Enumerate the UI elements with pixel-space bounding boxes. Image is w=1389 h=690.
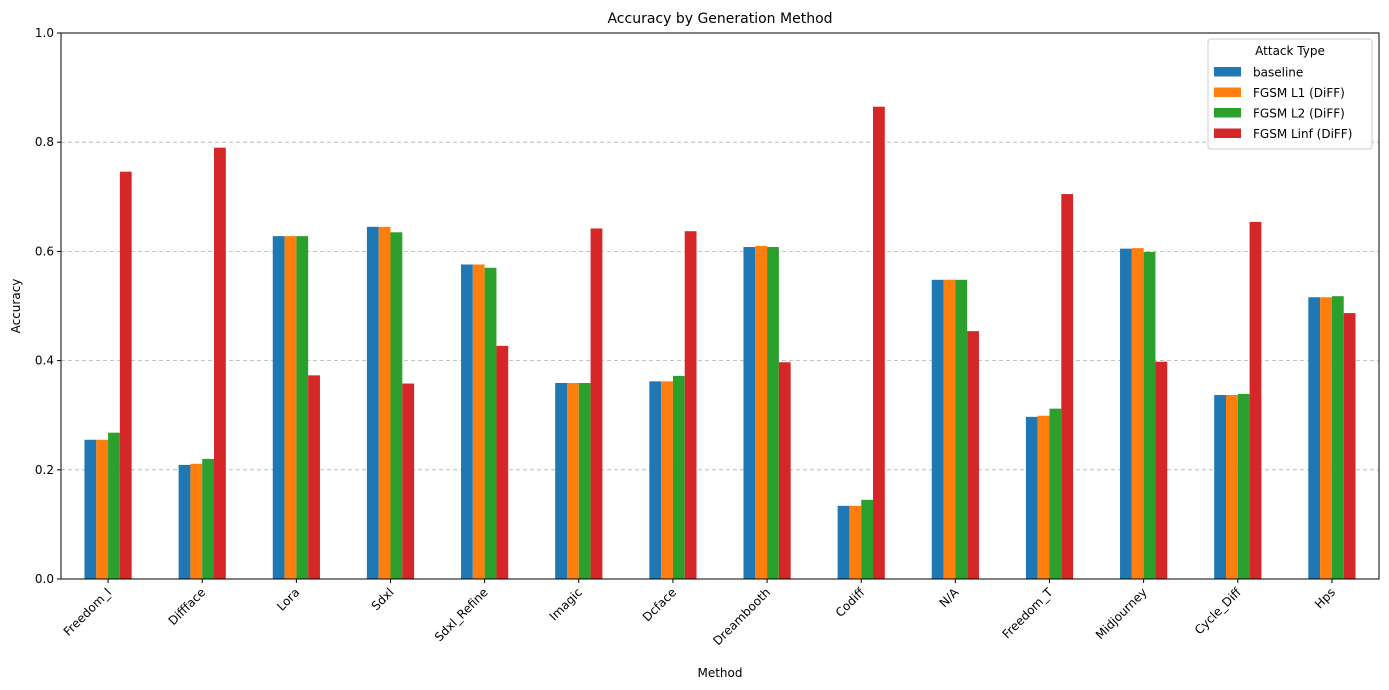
bar-Hps-FGSM L1 (DiFF) (1320, 297, 1332, 579)
bar-Dcface-FGSM Linf (DiFF) (684, 231, 697, 579)
bar-Sdxl-FGSM L2 (DiFF) (390, 232, 403, 580)
bar-Hps-baseline (1308, 297, 1321, 579)
bar-Freedom_T-FGSM L1 (DiFF) (1037, 415, 1050, 579)
bars-group (84, 106, 1356, 580)
legend-box (1207, 38, 1373, 150)
bar-Sdxl-baseline (366, 226, 379, 579)
bar-Sdxl_Refine-FGSM L1 (DiFF) (472, 264, 485, 579)
bar-Freedom_T-baseline (1025, 416, 1038, 579)
bar-Dreambooth-FGSM L2 (DiFF) (767, 247, 779, 579)
bar-N/A-FGSM L2 (DiFF) (955, 279, 968, 579)
bar-Lora-FGSM Linf (DiFF) (308, 375, 320, 579)
bar-Cycle_Diff-FGSM L1 (DiFF) (1225, 395, 1238, 579)
bar-Imagic-FGSM L2 (DiFF) (578, 382, 591, 579)
bar-Sdxl_Refine-baseline (461, 264, 473, 579)
bar-Dreambooth-FGSM Linf (DiFF) (778, 362, 791, 579)
bar-Midjourney-baseline (1120, 248, 1132, 580)
bar-Dcface-FGSM L2 (DiFF) (672, 375, 685, 579)
bar-Diffface-baseline (178, 464, 191, 579)
y-tick-label: 0.6 (35, 244, 54, 258)
bar-Midjourney-FGSM L2 (DiFF) (1143, 251, 1156, 579)
bar-Freedom_T-FGSM Linf (DiFF) (1061, 194, 1074, 579)
bar-Cycle_Diff-baseline (1214, 395, 1226, 579)
legend-label: FGSM Linf (DiFF) (1253, 127, 1352, 141)
bar-Dreambooth-FGSM L1 (DiFF) (755, 245, 768, 579)
y-tick-label: 0.0 (35, 572, 54, 586)
bar-N/A-FGSM Linf (DiFF) (967, 331, 979, 579)
bar-Sdxl_Refine-FGSM L2 (DiFF) (484, 267, 497, 579)
bar-Dcface-baseline (649, 381, 662, 579)
y-axis-label: Accuracy (9, 279, 23, 334)
y-tick-label: 1.0 (35, 26, 54, 40)
bar-N/A-FGSM L1 (DiFF) (943, 279, 956, 579)
legend-title: Attack Type (1255, 44, 1325, 58)
bar-Sdxl-FGSM L1 (DiFF) (378, 226, 391, 579)
legend-label: FGSM L1 (DiFF) (1253, 86, 1345, 100)
bar-Midjourney-FGSM Linf (DiFF) (1155, 361, 1168, 579)
legend-label: FGSM L2 (DiFF) (1253, 107, 1345, 121)
bar-Freedom_I-baseline (84, 439, 97, 579)
bar-Diffface-FGSM L2 (DiFF) (202, 458, 215, 579)
bar-Hps-FGSM L2 (DiFF) (1331, 296, 1344, 579)
bar-Imagic-FGSM L1 (DiFF) (566, 382, 579, 579)
bar-Dreambooth-baseline (743, 247, 756, 579)
bar-Imagic-FGSM Linf (DiFF) (590, 228, 603, 579)
bar-Codiff-FGSM L1 (DiFF) (849, 505, 862, 579)
legend-swatch (1214, 108, 1241, 118)
bar-Freedom_I-FGSM Linf (DiFF) (119, 171, 132, 579)
bar-Codiff-FGSM L2 (DiFF) (861, 499, 874, 579)
bar-Freedom_T-FGSM L2 (DiFF) (1049, 408, 1062, 579)
bar-Codiff-FGSM Linf (DiFF) (873, 106, 885, 580)
bar-Lora-FGSM L1 (DiFF) (284, 236, 297, 580)
legend-swatch (1214, 128, 1241, 138)
bar-Freedom_I-FGSM L2 (DiFF) (108, 432, 120, 579)
bar-Imagic-baseline (555, 382, 567, 579)
legend-label: baseline (1253, 66, 1303, 80)
bar-Diffface-FGSM L1 (DiFF) (190, 463, 203, 579)
legend-swatch (1214, 67, 1241, 77)
y-tick-label: 0.2 (35, 463, 54, 477)
bar-Hps-FGSM Linf (DiFF) (1343, 313, 1356, 579)
y-axis: 0.0 0.2 0.4 0.6 0.8 1.0 (35, 26, 61, 586)
bar-Sdxl-FGSM Linf (DiFF) (402, 383, 415, 579)
bar-Dcface-FGSM L1 (DiFF) (661, 381, 673, 579)
legend: Attack Type baseline FGSM L1 (DiFF) FGSM L… (1207, 38, 1373, 150)
bar-N/A-baseline (931, 279, 944, 579)
chart-title: Accuracy by Generation Method (607, 11, 832, 27)
bar-Lora-FGSM L2 (DiFF) (296, 236, 309, 580)
bar-Sdxl_Refine-FGSM Linf (DiFF) (496, 345, 509, 579)
bar-Cycle_Diff-FGSM L2 (DiFF) (1237, 393, 1250, 579)
plot-frame (60, 32, 1380, 580)
bar-Midjourney-FGSM L1 (DiFF) (1131, 248, 1144, 579)
x-axis-label: Method (697, 666, 742, 680)
bar-Freedom_I-FGSM L1 (DiFF) (96, 439, 109, 579)
bar-Diffface-FGSM Linf (DiFF) (214, 147, 226, 579)
bar-Cycle_Diff-FGSM Linf (DiFF) (1249, 221, 1262, 580)
y-tick-label: 0.8 (35, 135, 54, 149)
y-tick-label: 0.4 (35, 354, 54, 368)
bar-Lora-baseline (272, 236, 285, 580)
legend-swatch (1214, 87, 1241, 97)
bar-Codiff-baseline (837, 505, 850, 579)
